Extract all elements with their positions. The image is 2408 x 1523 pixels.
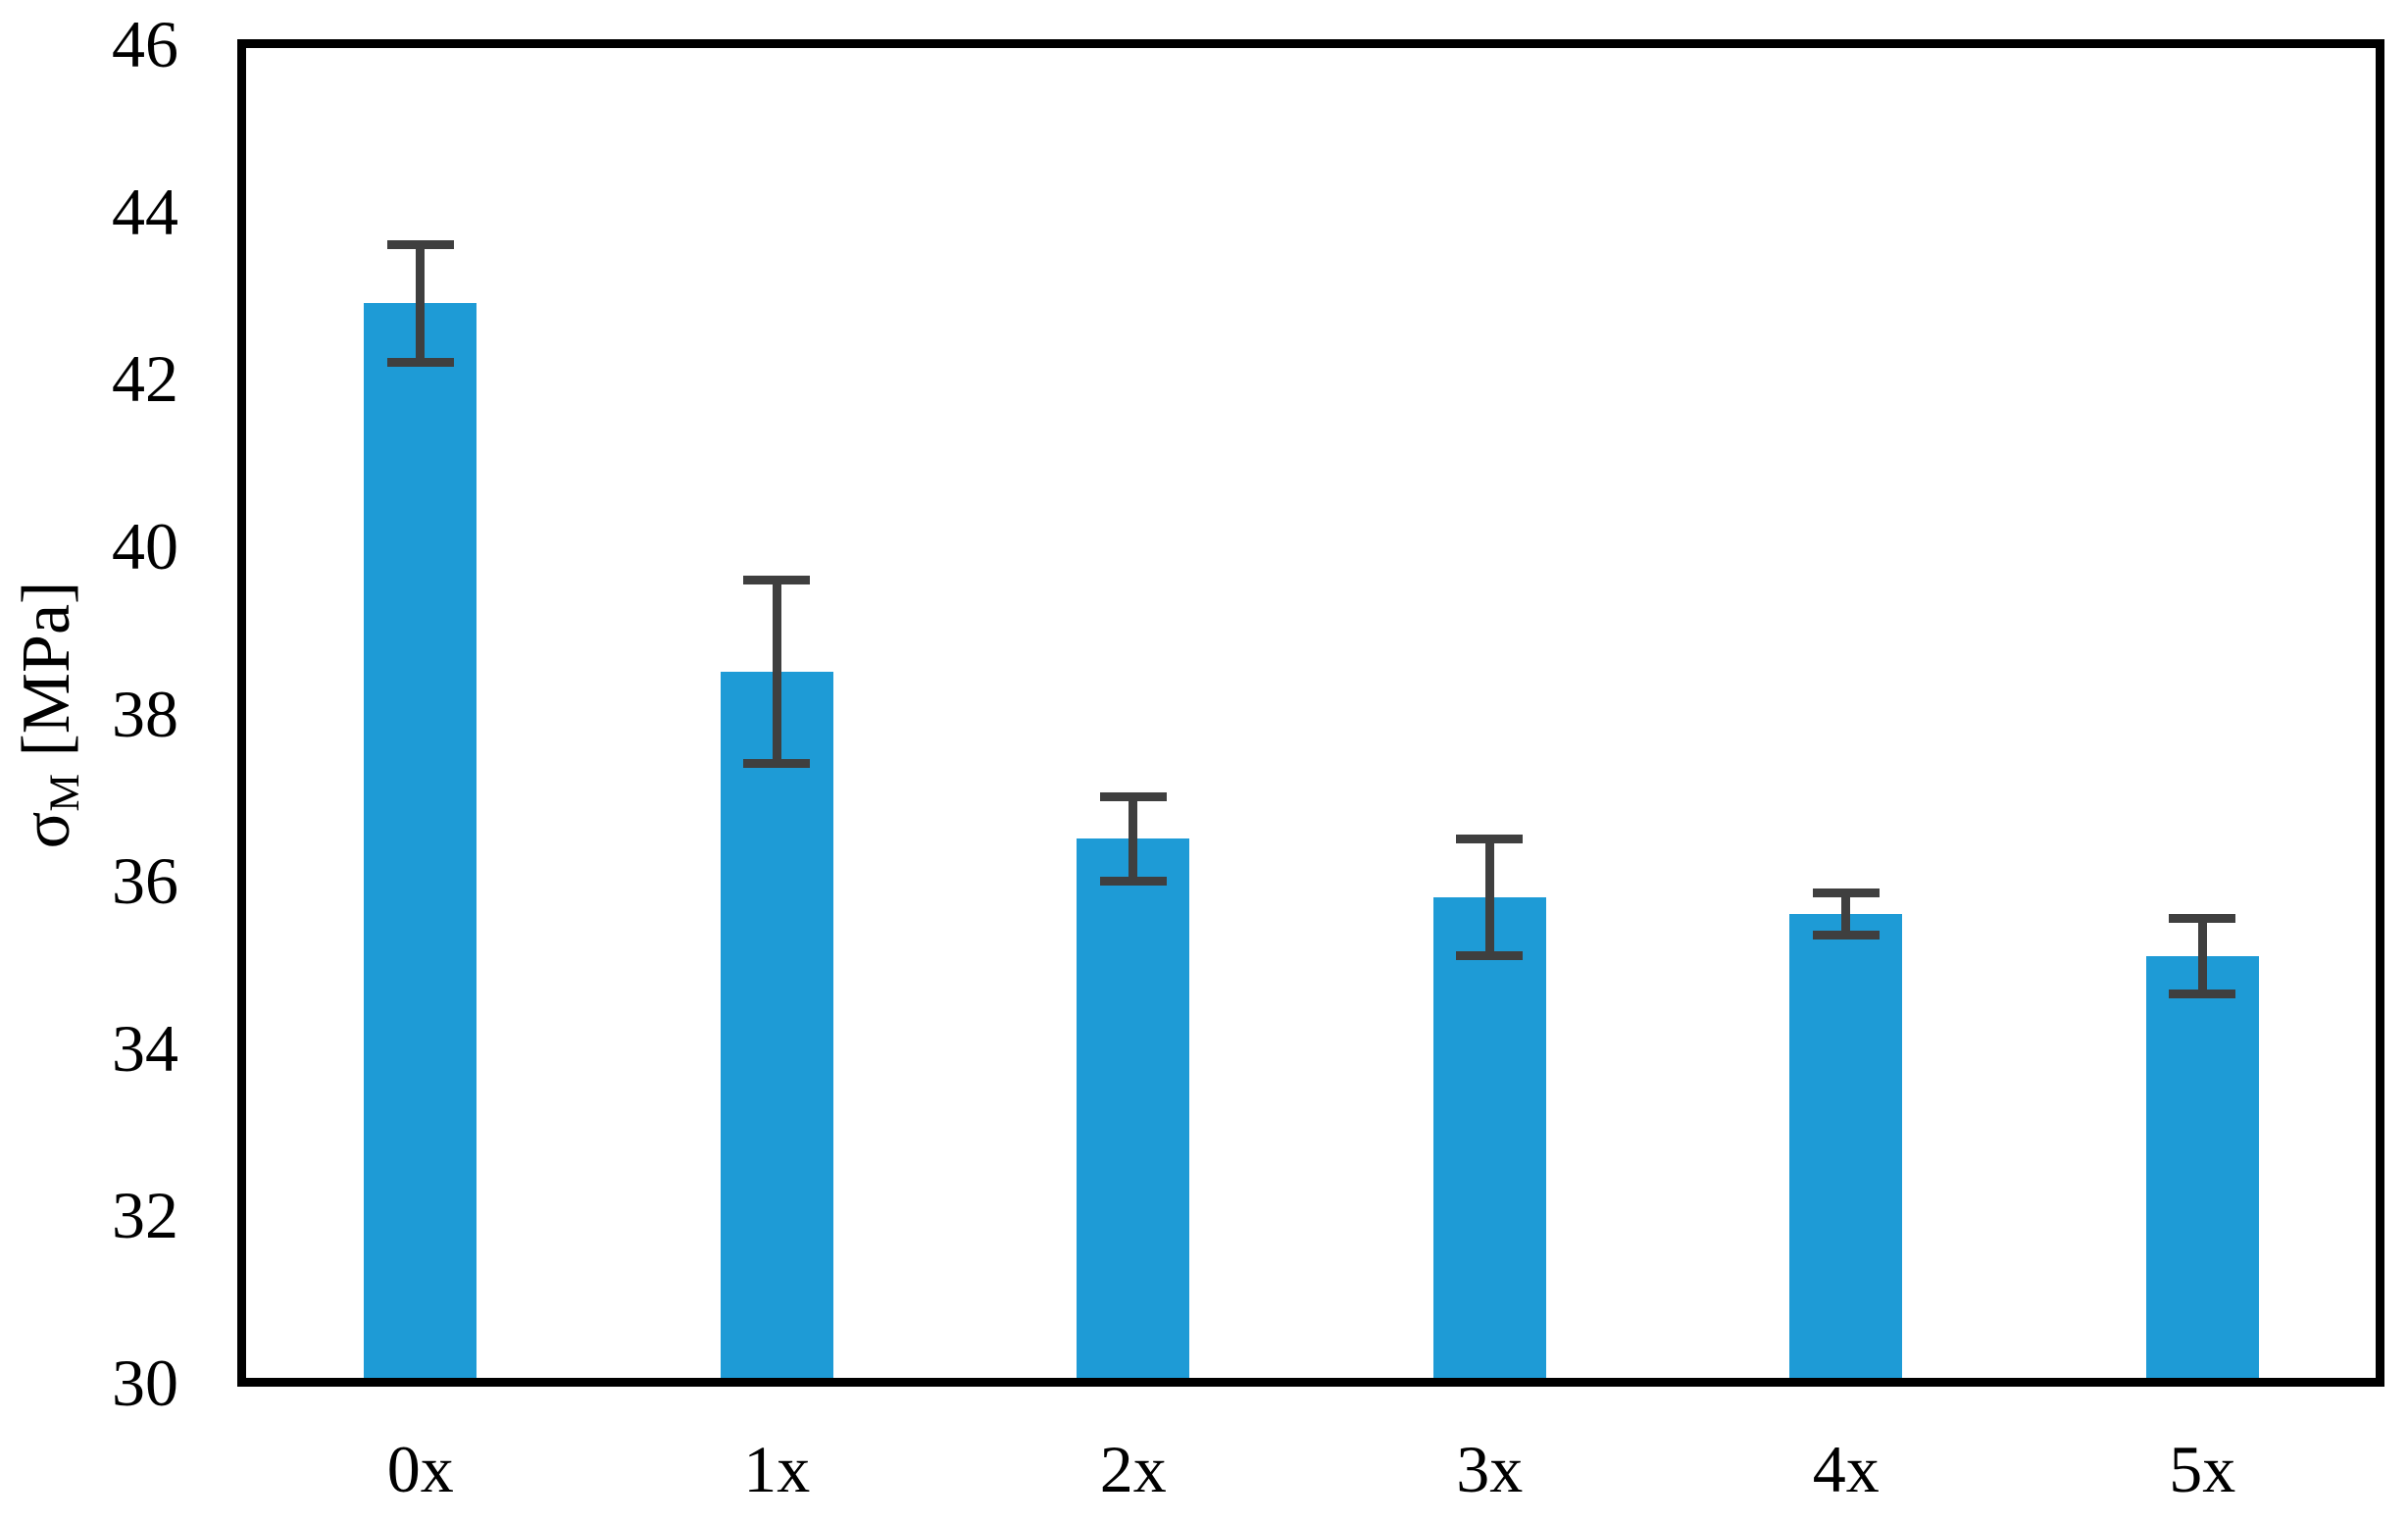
y-axis-tick-label: 40 (112, 508, 178, 584)
y-axis-tick-label: 38 (112, 676, 178, 751)
error-bar-cap-bottom (1099, 876, 1167, 886)
error-bar-cap-top (386, 240, 454, 250)
error-bar-cap-top (1099, 792, 1167, 802)
y-axis-tick-labels: 46 44 42 40 38 36 34 32 30 (0, 0, 178, 1523)
error-bar-line (1484, 838, 1494, 956)
error-bar-cap-top (743, 575, 811, 584)
y-axis-title-subscript: M (40, 774, 88, 812)
error-bar-cap-bottom (2169, 989, 2236, 998)
y-axis-tick-label: 36 (112, 843, 178, 919)
x-axis-label: 4x (1812, 1432, 1880, 1506)
error-bar-cap-top (2169, 914, 2236, 924)
error-bar-line (772, 580, 781, 764)
x-axis-label: 5x (2169, 1432, 2236, 1506)
error-bar-cap-bottom (386, 357, 454, 367)
y-axis-title: σM [MPa] (9, 582, 99, 849)
y-axis-tick-label: 30 (112, 1345, 178, 1420)
y-axis-tick-label: 34 (112, 1010, 178, 1086)
x-axis-label: 1x (743, 1432, 811, 1506)
error-bar-line (1841, 892, 1851, 936)
bar (1789, 914, 1903, 1383)
error-bar-cap-bottom (1812, 931, 1880, 940)
x-axis-label: 3x (1456, 1432, 1524, 1506)
x-axis-label: 0x (386, 1432, 454, 1506)
error-bar-cap-bottom (743, 759, 811, 769)
bar (720, 671, 833, 1383)
error-bar-line (2197, 918, 2207, 994)
error-bar-cap-bottom (1456, 951, 1524, 961)
y-axis-tick-label: 46 (112, 7, 178, 81)
error-bar-cap-top (1812, 888, 1880, 898)
bar (364, 303, 477, 1383)
error-bar-line (416, 244, 426, 363)
y-axis-title-unit: [MPa] (9, 581, 85, 775)
y-axis-tick-label: 44 (112, 174, 178, 249)
y-axis-title-symbol: σ (9, 811, 85, 849)
y-axis-tick-label: 32 (112, 1178, 178, 1253)
error-bar-line (1129, 796, 1138, 882)
bar (1432, 897, 1546, 1383)
bar (1077, 838, 1190, 1383)
bars (242, 44, 2381, 1383)
x-axis-labels: 0x 1x 2x 3x 4x 5x (242, 1420, 2381, 1518)
error-bar-cap-top (1456, 834, 1524, 843)
y-axis-tick-label: 42 (112, 341, 178, 417)
x-axis-label: 2x (1099, 1432, 1167, 1506)
bar (2145, 955, 2259, 1383)
